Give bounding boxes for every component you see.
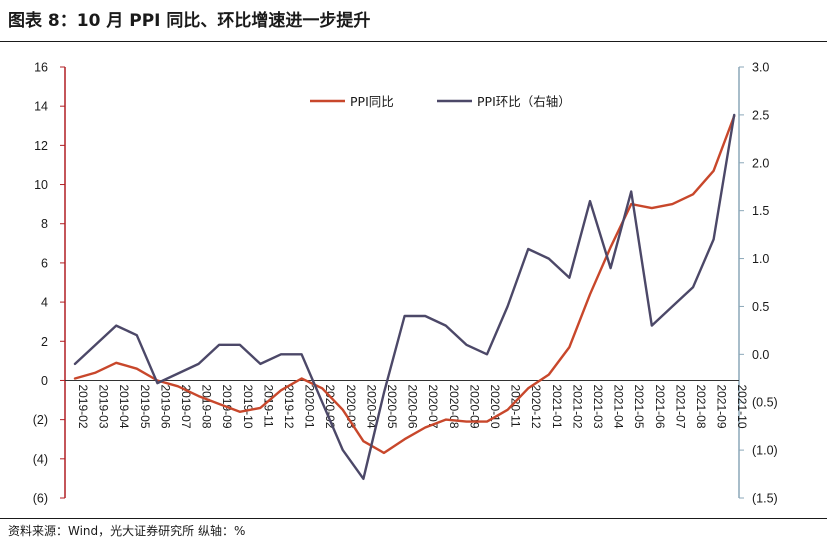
x-tick-label: 2020-08 [447,384,461,428]
left-tick-label: 2 [41,335,48,349]
x-tick-label: 2020-06 [406,384,420,428]
x-tick-label: 2019-05 [138,384,152,428]
x-tick-label: 2021-06 [653,384,667,428]
x-tick-label: 2019-03 [97,384,111,428]
left-axis-ticks: (6) (4) (2) 0 2 4 6 8 10 12 14 16 [33,61,65,506]
x-tick-label: 2021-05 [632,384,646,428]
x-tick-label: 2019-12 [282,384,296,428]
right-tick-label: 2.0 [752,156,769,170]
left-tick-label: 14 [34,100,48,114]
right-tick-label: 1.5 [752,204,769,218]
right-tick-label: (0.5) [752,396,778,410]
right-tick-label: 0.0 [752,348,769,362]
x-tick-label: 2020-11 [509,384,523,427]
x-tick-label: 2019-02 [76,384,90,428]
x-tick-label: 2021-01 [550,384,564,428]
legend: PPI同比 PPI环比（右轴） [310,94,571,109]
right-tick-label: 0.5 [752,300,769,314]
left-tick-label: 0 [41,374,48,388]
x-tick-label: 2019-06 [158,384,172,428]
left-tick-label: 12 [34,139,48,153]
x-tick-label: 2021-08 [694,384,708,428]
right-tick-label: (1.5) [752,492,778,506]
x-tick-label: 2019-10 [241,384,255,428]
left-tick-label: (4) [33,452,48,466]
x-tick-label: 2019-11 [261,384,275,427]
series-line-mom [73,113,736,480]
x-tick-label: 2020-12 [529,384,543,428]
legend-label-mom: PPI环比（右轴） [477,94,571,109]
x-tick-label: 2019-08 [200,384,214,428]
figure-title: 图表 8：10 月 PPI 同比、环比增速进一步提升 [8,11,371,31]
right-tick-label: 2.5 [752,108,769,122]
x-tick-label: 2020-04 [364,384,378,428]
left-tick-label: 6 [41,256,48,270]
x-tick-label: 2021-07 [673,384,687,428]
right-axis-ticks: (1.5) (1.0) (0.5) 0.0 0.5 1.0 1.5 2.0 2.5 3.0 [739,61,778,506]
right-tick-label: (1.0) [752,444,778,458]
legend-label-yoy: PPI同比 [350,94,394,109]
left-tick-label: 10 [34,178,48,192]
x-tick-label: 2020-05 [385,384,399,428]
x-tick-label: 2020-10 [488,384,502,428]
left-tick-label: 16 [34,61,48,75]
left-tick-label: (6) [33,492,48,506]
x-axis-ticks: 2019-02 2019-03 2019-04 2019-05 2019-06 2019-… [76,384,749,428]
x-tick-label: 2021-10 [735,384,749,428]
x-tick-label: 2021-09 [715,384,729,428]
x-tick-label: 2020-09 [467,384,481,428]
series-lines [73,113,736,480]
x-tick-label: 2021-03 [591,384,605,428]
x-tick-label: 2020-01 [303,384,317,428]
x-tick-label: 2019-07 [179,384,193,428]
right-tick-label: 3.0 [752,61,769,75]
footer-rule [0,518,827,519]
title-rule [0,41,827,42]
left-tick-label: 8 [41,217,48,231]
x-tick-label: 2020-02 [323,384,337,428]
x-tick-label: 2021-04 [612,384,626,428]
x-tick-label: 2019-04 [117,384,131,428]
source-note: 资料来源：Wind，光大证券研究所 纵轴：% [8,524,246,538]
x-tick-label: 2021-02 [570,384,584,428]
right-tick-label: 1.0 [752,252,769,266]
left-tick-label: (2) [33,413,48,427]
x-tick-label: 2020-07 [426,384,440,428]
left-tick-label: 4 [41,296,48,310]
